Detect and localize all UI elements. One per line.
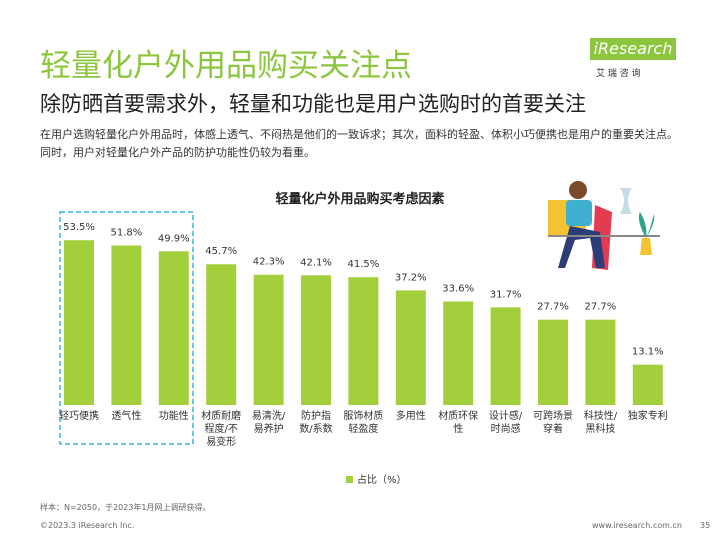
data-label: 27.7% (537, 302, 569, 313)
bar (585, 319, 616, 405)
description: 在用户选购轻量化户外用品时，体感上透气、不闷热是他们的一致诉求；其次，面料的轻盈… (40, 128, 678, 159)
bar (348, 277, 379, 405)
data-label: 42.3% (253, 257, 285, 268)
x-tick-label: 独家专利 (627, 411, 668, 422)
bar (443, 301, 474, 405)
bar (632, 364, 663, 405)
x-tick-label: 设计感/时尚感 (488, 411, 523, 435)
x-tick-label: 科技性/黑科技 (583, 411, 618, 435)
legend-swatch (346, 476, 353, 483)
x-tick-label: 易清洗/易养护 (251, 411, 286, 435)
footnote: 样本：N=2050，于2023年1月网上调研获得。 (40, 503, 211, 512)
subtitle: 除防晒首要需求外，轻量和功能也是用户选购时的首要关注 (40, 92, 586, 116)
x-tick-label: 材质耐磨程度/不易变形 (201, 411, 242, 448)
url: www.iresearch.com.cn (592, 521, 682, 530)
data-label: 49.9% (158, 233, 190, 244)
data-label: 37.2% (395, 272, 427, 283)
x-tick-label: 轻巧便携 (59, 411, 99, 422)
bar (64, 240, 94, 405)
copyright: ©2023.3 iResearch Inc. (40, 521, 135, 530)
data-label: 42.1% (300, 257, 332, 268)
page-number: 35 (700, 521, 711, 530)
data-label: 31.7% (490, 289, 522, 300)
bar (395, 290, 426, 405)
data-label: 33.6% (442, 284, 474, 295)
data-label: 53.5% (63, 222, 95, 233)
logo: iResearch (590, 38, 676, 60)
x-tick-label: 透气性 (111, 411, 142, 422)
bar (206, 264, 237, 405)
bar (253, 274, 284, 405)
bar (538, 319, 568, 405)
x-tick-label: 材质环保性 (438, 411, 479, 435)
bar (158, 251, 189, 405)
x-tick-label: 防护指数/系数 (299, 411, 333, 435)
x-tick-label: 功能性 (158, 411, 189, 422)
data-label: 51.8% (111, 227, 143, 238)
highlight-box (59, 211, 194, 445)
legend-label: 占比（%） (357, 473, 407, 486)
x-tick-label: 可跨场景穿着 (533, 411, 573, 435)
data-label: 45.7% (205, 246, 237, 257)
data-label: 27.7% (585, 302, 617, 313)
bar (301, 275, 331, 405)
x-tick-label: 多用性 (395, 411, 426, 422)
logo-tagline: 艾 瑞 咨 询 (596, 69, 641, 79)
bar (490, 307, 521, 405)
illustration (548, 181, 660, 270)
bar (111, 245, 142, 405)
data-label: 13.1% (632, 347, 664, 358)
chart-title: 轻量化户外用品购买考虑因素 (275, 192, 445, 207)
x-tick-label: 服饰材质轻盈度 (343, 411, 384, 435)
data-label: 41.5% (348, 259, 380, 270)
title: 轻量化户外用品购买关注点 (40, 48, 412, 84)
